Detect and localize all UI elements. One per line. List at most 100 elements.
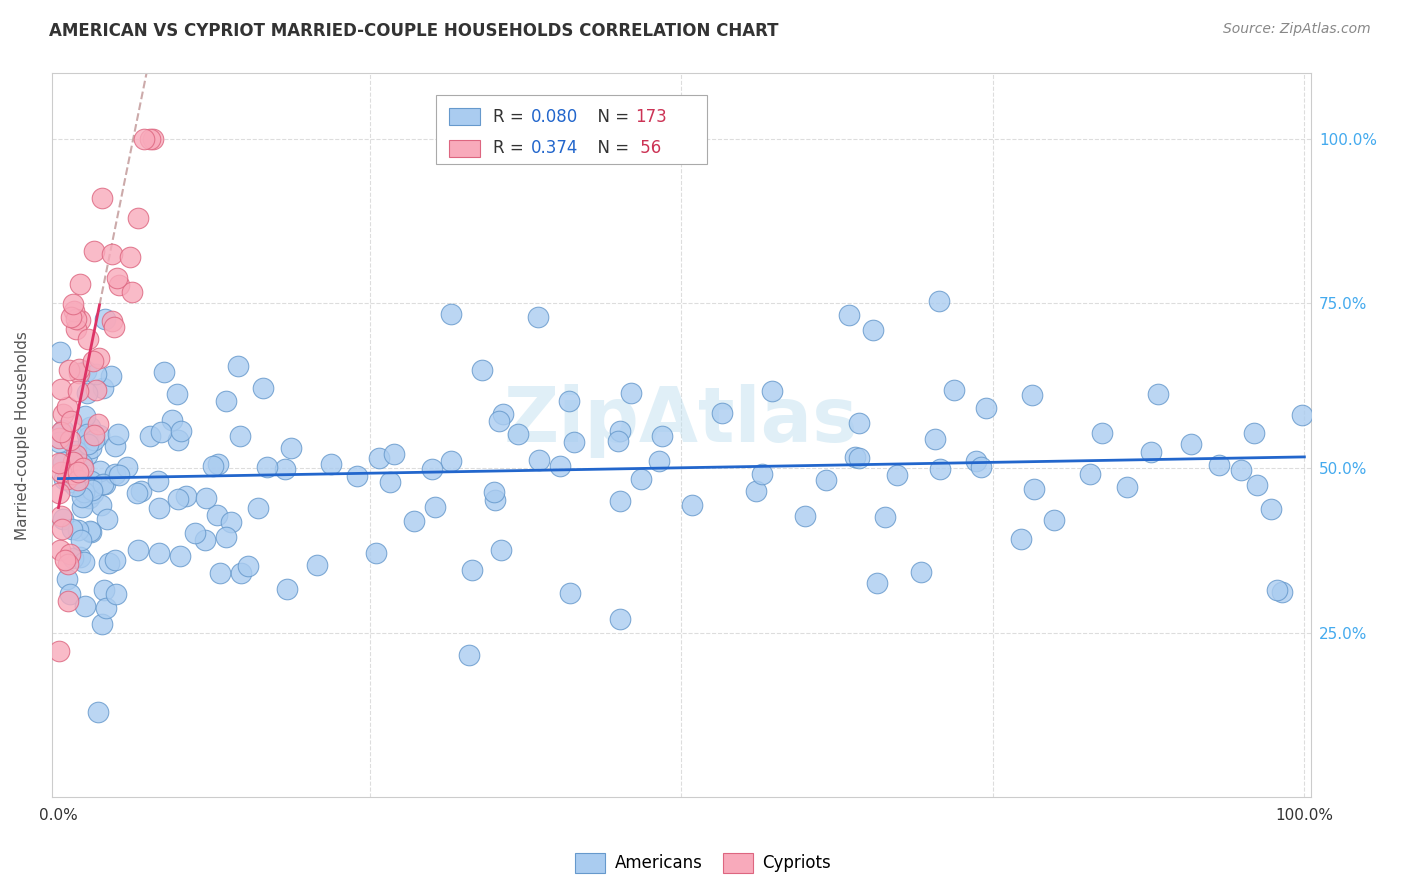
Point [1147,387,1170,401]
Point [65,453,87,467]
Point [101,247,124,261]
Point [91,191,114,205]
Point [1140,445,1163,459]
Point [366,546,388,560]
Point [108,468,131,483]
Point [609,424,631,438]
FancyBboxPatch shape [436,95,707,163]
Point [562,435,585,450]
Point [162,412,184,426]
Point [276,582,298,596]
Point [77,491,100,505]
Point [56,401,79,415]
Point [910,565,932,579]
Point [79,420,101,434]
Point [420,461,443,475]
Point [76,448,98,462]
Point [67,361,90,376]
Point [527,310,550,325]
Point [527,453,550,467]
Point [103,320,125,334]
Point [965,454,987,468]
Point [73,409,96,423]
Point [87,705,110,719]
Point [125,486,148,500]
Point [461,563,484,577]
Point [80,483,103,497]
Point [866,576,889,591]
Point [148,546,170,560]
Point [229,429,252,443]
Point [104,467,127,482]
Point [77,437,100,451]
Point [55,472,77,486]
Point [848,416,870,430]
Point [104,439,127,453]
Point [630,471,652,485]
Point [215,530,238,544]
Point [51,522,73,536]
Point [65,448,87,462]
Point [80,525,103,540]
Point [62,296,84,310]
Text: AMERICAN VS CYPRIOT MARRIED-COUPLE HOUSEHOLDS CORRELATION CHART: AMERICAN VS CYPRIOT MARRIED-COUPLE HOUSE… [49,22,779,40]
Point [148,500,170,515]
Point [58,464,80,478]
Point [167,492,190,507]
Point [873,510,896,524]
Point [67,465,90,479]
Point [70,500,93,514]
Point [1243,425,1265,440]
Point [620,385,643,400]
Point [751,467,773,481]
Point [91,381,114,395]
Point [108,278,131,293]
Point [1230,463,1253,477]
Point [207,508,229,522]
Text: R =: R = [492,139,529,157]
Point [52,511,75,525]
Point [117,459,139,474]
Point [52,407,75,421]
Point [121,285,143,300]
Point [73,484,96,499]
Point [228,359,250,373]
Point [202,459,225,474]
Point [62,467,84,481]
Point [170,424,193,438]
Point [55,573,77,587]
Point [221,515,243,529]
Y-axis label: Married-couple Households: Married-couple Households [15,331,30,540]
Point [1010,533,1032,547]
Point [648,454,671,468]
Point [65,312,87,326]
Point [77,332,100,346]
Point [62,455,84,469]
Point [194,491,217,506]
Point [148,474,170,488]
Point [252,381,274,395]
Point [280,442,302,456]
Point [48,435,70,450]
Point [166,387,188,401]
Point [66,384,89,398]
Point [69,550,91,565]
Point [131,484,153,499]
Point [482,485,505,500]
Point [52,455,75,469]
Point [862,323,884,337]
Point [83,244,105,259]
Point [59,433,82,447]
Point [60,310,83,325]
Point [150,425,173,440]
Point [1078,467,1101,482]
Point [51,425,73,440]
Point [72,461,94,475]
Point [104,553,127,567]
Point [67,366,90,380]
Point [90,617,112,632]
Point [402,514,425,528]
Point [107,427,129,442]
Point [76,385,98,400]
Point [183,525,205,540]
